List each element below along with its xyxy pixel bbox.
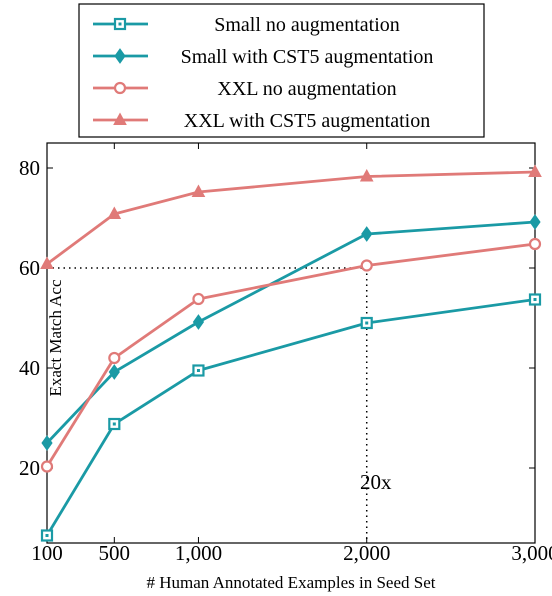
y-tick-label: 40 — [19, 356, 40, 380]
data-point-0-center — [533, 298, 537, 301]
legend-label-xxl-cst5: XXL with CST5 augmentation — [184, 110, 430, 132]
legend-label-xxl-no-aug: XXL no augmentation — [217, 78, 396, 100]
data-point-3 — [40, 256, 54, 269]
data-point-3 — [528, 164, 542, 177]
data-point-2 — [40, 460, 54, 473]
y-axis-title: Exact Match Acc — [46, 279, 65, 397]
annotation-20x: 20x — [360, 470, 392, 494]
y-tick-label: 80 — [19, 156, 40, 180]
x-tick-label: 1,000 — [175, 541, 222, 565]
data-point-2 — [360, 259, 373, 272]
data-point-0-center — [45, 534, 49, 537]
data-point-3 — [107, 206, 122, 219]
data-point-1 — [361, 226, 373, 242]
legend-marker-1 — [114, 48, 126, 64]
data-point-1 — [41, 435, 53, 451]
y-tick-label: 60 — [19, 256, 40, 280]
legend-marker-3 — [113, 112, 127, 125]
x-tick-label: 3,000 — [511, 541, 552, 565]
data-point-1 — [529, 214, 541, 230]
x-axis-title: # Human Annotated Examples in Seed Set — [147, 573, 436, 592]
reference-lines — [47, 267, 368, 543]
data-point-2 — [528, 237, 542, 251]
legend — [93, 17, 148, 125]
x-tick-label: 500 — [99, 541, 131, 565]
x-tick-label: 100 — [31, 541, 63, 565]
y-tick-label: 20 — [19, 456, 40, 480]
data-point-1 — [192, 314, 205, 330]
x-tick-label: 2,000 — [343, 541, 390, 565]
data-point-2 — [192, 292, 205, 306]
x-axis-ticks: 100 500 1,000 2,000 3,000 — [31, 143, 552, 565]
legend-box — [78, 3, 485, 138]
legend-label-small-cst5: Small with CST5 augmentation — [181, 46, 434, 68]
series-line-1 — [45, 220, 536, 444]
data-point-3 — [191, 184, 206, 197]
legend-marker-0-center — [118, 22, 122, 26]
data-point-2 — [108, 351, 121, 365]
series-line-0 — [45, 298, 536, 537]
series-line-2 — [45, 242, 536, 468]
y-axis-ticks: 20 40 60 80 — [19, 156, 535, 480]
plot-frame — [46, 142, 536, 544]
data-point-3 — [359, 168, 374, 182]
data-point-1 — [108, 364, 120, 380]
data-point-0-center — [196, 369, 200, 372]
data-point-0-center — [365, 321, 369, 325]
data-point-0-center — [112, 422, 116, 426]
legend-marker-2 — [113, 81, 127, 95]
legend-label-small-no-aug: Small no augmentation — [214, 14, 400, 36]
series-layer — [40, 164, 542, 542]
